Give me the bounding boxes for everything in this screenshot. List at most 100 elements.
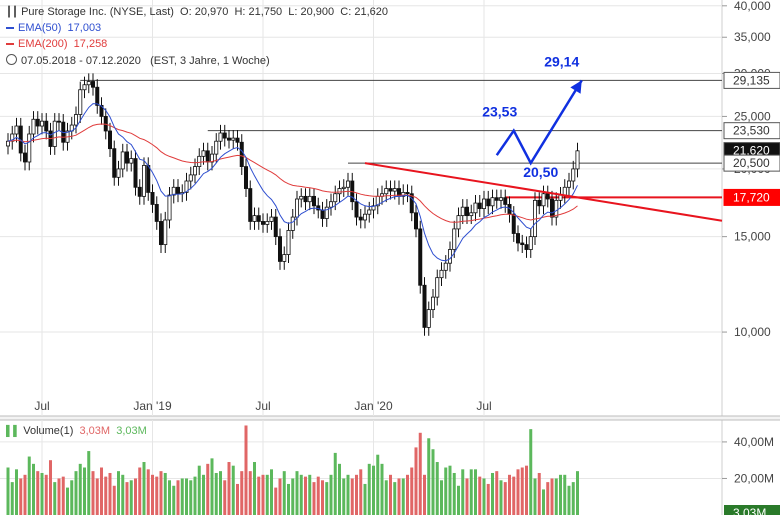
key-level-box — [723, 154, 780, 172]
x-tick-label: Jan '20 — [354, 399, 393, 413]
candle-up — [328, 201, 333, 208]
candle-down — [320, 209, 325, 219]
volume-bar-up — [185, 478, 188, 515]
candle-up — [214, 140, 219, 155]
candle-down — [150, 192, 155, 205]
volume-bar-up — [491, 472, 494, 515]
candle-down — [464, 206, 469, 217]
volume-bar-down — [465, 478, 469, 515]
volume-bar-up — [299, 474, 303, 515]
volume-bar-up — [83, 467, 86, 515]
candle-up — [333, 193, 338, 203]
candle-up — [192, 166, 197, 176]
volume-value-red: 3,03M — [79, 425, 111, 437]
candle-down — [494, 197, 499, 201]
volume-bar-up — [231, 465, 235, 515]
volume-bar-up — [346, 474, 350, 515]
volume-bar-down — [104, 476, 108, 515]
candle-down — [545, 193, 550, 200]
volume-bar-up — [474, 469, 477, 515]
volume-bar-up — [32, 463, 35, 515]
candle-up — [282, 254, 287, 262]
x-tick-label: Jul — [34, 399, 49, 413]
candle-up — [567, 180, 572, 188]
candle-up — [74, 114, 79, 126]
candle-up — [78, 89, 83, 115]
candle-up — [40, 120, 45, 127]
volume-bar-down — [550, 478, 554, 515]
candle-up — [430, 296, 435, 311]
volume-bar-up — [325, 482, 329, 515]
key-level-label: 20,500 — [733, 156, 770, 170]
volume-bar-up — [189, 480, 193, 515]
volume-legend: ▌▌ Volume(1) 3,03M 3,03M — [6, 425, 147, 437]
volume-bar-down — [108, 472, 112, 515]
candle-down — [146, 165, 151, 193]
candle-down — [35, 118, 40, 127]
volume-bar-down — [414, 447, 418, 515]
candle-up — [171, 186, 176, 196]
candle-up — [184, 180, 189, 193]
volume-bar-down — [278, 478, 282, 515]
volume-bar-up — [367, 463, 371, 515]
candle-up — [163, 219, 168, 246]
key-level-label: 21,620 — [733, 144, 770, 158]
candle-up — [197, 155, 202, 167]
volume-bar-up — [452, 472, 456, 515]
volume-bar-up — [6, 467, 10, 515]
volume-bars-icon: ▌▌ — [6, 426, 21, 437]
volume-bar-down — [240, 471, 244, 515]
candle-down — [524, 244, 529, 250]
candle-up — [498, 197, 503, 201]
volume-bar-up — [529, 429, 533, 515]
volume-bar-up — [15, 469, 18, 515]
volume-bar-down — [350, 478, 354, 515]
volume-bar-up — [172, 485, 176, 515]
volume-bar-down — [478, 476, 482, 515]
candle-down — [516, 233, 521, 244]
price-axis: 10,00015,00020,00025,00030,00035,00040,0… — [722, 0, 780, 339]
volume-bar-up — [193, 476, 197, 515]
volume-bar-down — [321, 480, 324, 515]
clock-icon — [6, 54, 17, 65]
candle-down — [273, 216, 278, 238]
candle-down — [277, 236, 282, 262]
volume-bar-down — [423, 474, 426, 515]
candle-down — [235, 137, 240, 143]
volume-bar-up — [197, 465, 201, 515]
volume-bar-down — [546, 482, 550, 515]
candle-up — [167, 194, 172, 221]
key-level-box — [723, 122, 780, 140]
volume-bar-down — [138, 467, 142, 515]
volume-bar-down — [486, 483, 490, 515]
volume-bar-down — [146, 469, 150, 515]
candle-up — [324, 206, 329, 219]
volume-bar-down — [61, 476, 65, 515]
volume-bar-down — [516, 469, 520, 515]
key-level-label: 23,530 — [733, 124, 770, 138]
candle-up — [265, 221, 270, 225]
ema200-legend: EMA(200) 17,258 — [6, 38, 107, 50]
volume-bar-up — [571, 482, 575, 515]
ema50-swatch — [6, 27, 14, 30]
y-tick-label: 15,000 — [734, 230, 771, 244]
volume-bar-up — [265, 474, 269, 515]
volume-bar-down — [236, 483, 239, 515]
volume-bar-up — [308, 474, 312, 515]
candle-down — [103, 116, 108, 132]
volume-bar-up — [554, 478, 558, 515]
projection-path — [495, 79, 583, 166]
volume-bars — [6, 425, 579, 515]
candle-down — [112, 148, 117, 178]
candle-up — [201, 150, 206, 157]
candle-up — [481, 198, 486, 209]
volume-bar-up — [10, 482, 14, 515]
volume-bar-up — [210, 458, 214, 515]
volume-bar-down — [495, 471, 499, 515]
volume-bar-up — [576, 471, 579, 515]
candle-down — [243, 166, 248, 189]
volume-bar-down — [19, 478, 23, 515]
volume-bar-up — [87, 451, 91, 515]
volume-bar-up — [142, 462, 146, 515]
projection-arrowhead — [570, 80, 582, 94]
